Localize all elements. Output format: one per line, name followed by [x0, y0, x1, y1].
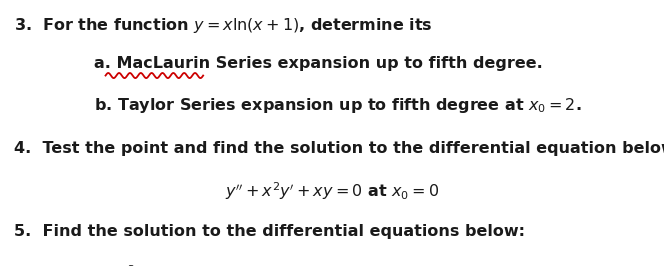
Text: 5.  Find the solution to the differential equations below:: 5. Find the solution to the differential…	[15, 224, 525, 239]
Text: a. MacLaurin Series expansion up to fifth degree.: a. MacLaurin Series expansion up to fift…	[94, 56, 543, 71]
Text: 4.  Test the point and find the solution to the differential equation below:: 4. Test the point and find the solution …	[15, 141, 664, 156]
Text: 3.  For the function $y = x\ln(x + 1)$, determine its: 3. For the function $y = x\ln(x + 1)$, d…	[15, 15, 433, 35]
Text: b. Taylor Series expansion up to fifth degree at $x_0 = 2$.: b. Taylor Series expansion up to fifth d…	[94, 96, 582, 115]
Text: a. $3x^2y'' + 6xy' + y = 0$: a. $3x^2y'' + 6xy' + y = 0$	[85, 263, 265, 266]
Text: $y'' + x^2y' + xy = 0$ at $x_0 = 0$: $y'' + x^2y' + xy = 0$ at $x_0 = 0$	[225, 180, 439, 202]
